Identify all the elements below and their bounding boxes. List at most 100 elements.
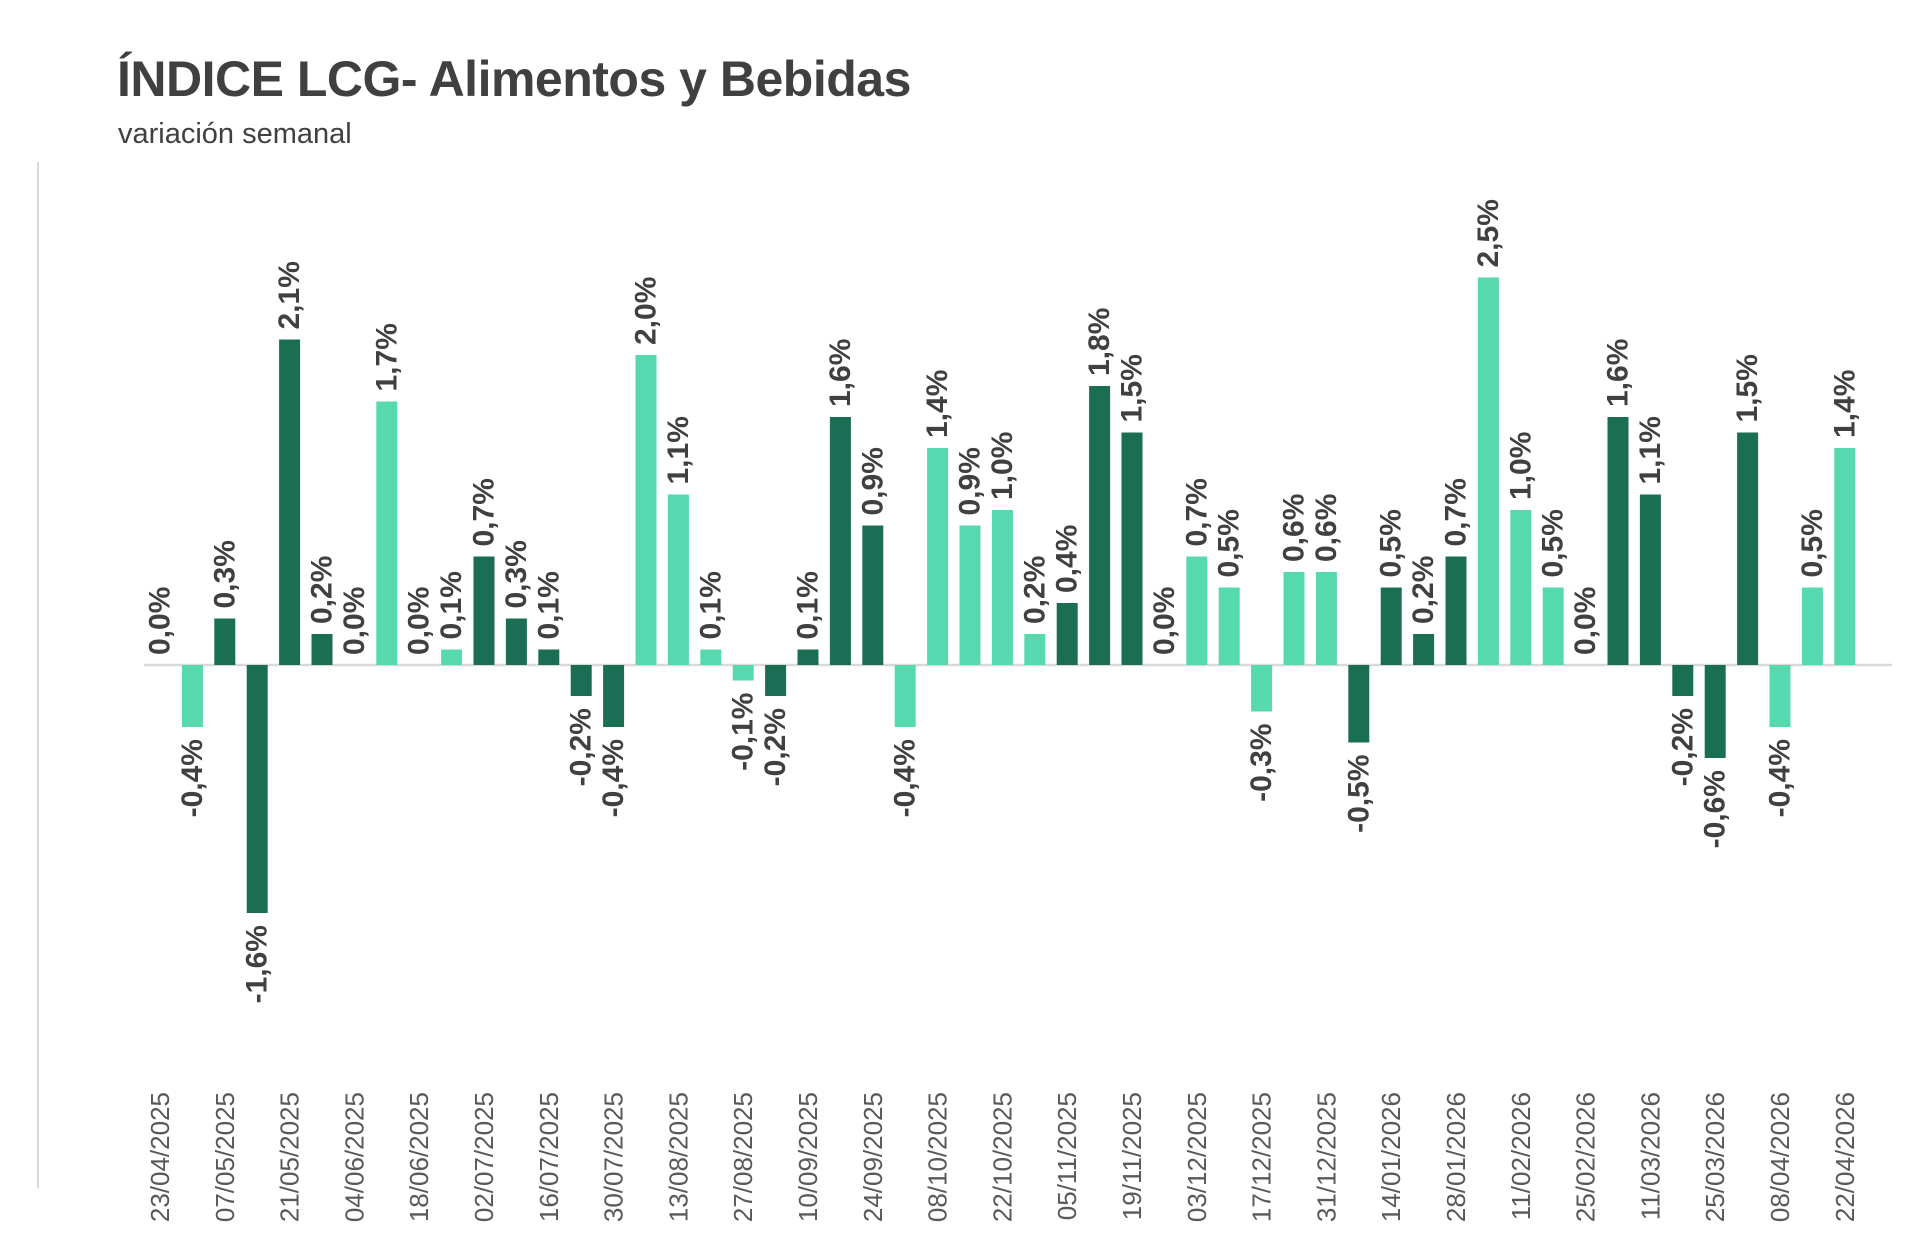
x-tick-label: 17/12/2025 [1247,1092,1277,1222]
x-tick-label: 24/09/2025 [858,1092,888,1222]
data-label: -0,2% [565,708,598,786]
bar [1672,665,1694,696]
x-tick-label: 14/01/2026 [1376,1092,1406,1222]
bar [603,665,625,727]
x-tick-label: 04/06/2025 [339,1092,369,1222]
data-label: -0,5% [1342,755,1375,833]
data-label: 0,0% [338,587,371,655]
x-tick-label: 10/09/2025 [793,1092,823,1222]
data-label: 0,4% [1051,525,1084,593]
x-tick-label: 31/12/2025 [1311,1092,1341,1222]
data-label: 2,5% [1472,199,1505,267]
bar [538,649,560,665]
data-label: 2,0% [630,277,663,345]
data-label: 0,1% [694,571,727,639]
x-tick-label: 11/03/2026 [1635,1092,1665,1220]
bar [1121,432,1143,665]
bar [505,618,527,665]
bar [1283,572,1305,665]
data-label: -0,4% [597,739,630,817]
bar [797,649,819,665]
data-label: 1,1% [1634,416,1667,484]
data-label: 1,0% [1504,432,1537,500]
x-tick-label: 28/01/2026 [1441,1092,1471,1222]
x-tick-label: 13/08/2025 [663,1092,693,1222]
bar [1769,665,1791,727]
bar [1413,634,1435,665]
bar [1607,417,1629,665]
bar [667,494,689,665]
bar [1218,587,1240,665]
bar [473,556,495,665]
x-tick-label: 30/07/2025 [599,1092,629,1222]
data-label: -1,6% [241,925,274,1003]
data-label: 1,4% [921,370,954,438]
bar [311,634,333,665]
data-label: 0,1% [532,571,565,639]
x-tick-label: 19/11/2025 [1117,1092,1147,1220]
chart-subtitle: variación semanal [118,118,352,150]
data-label: 1,1% [662,416,695,484]
data-label: 0,9% [856,447,889,515]
data-label: 1,5% [1731,354,1764,422]
data-label: 0,0% [403,587,436,655]
bar [1056,603,1078,665]
data-label: 0,5% [1375,509,1408,577]
bar [862,525,884,665]
data-label: 0,7% [468,478,501,546]
data-label: 0,5% [1213,509,1246,577]
data-label: 0,0% [1148,587,1181,655]
bar [1834,448,1856,665]
bar [1089,386,1111,665]
bar [279,339,301,665]
bar [246,665,268,913]
x-tick-label: 27/08/2025 [728,1092,758,1222]
bar [181,665,203,727]
bar [441,649,463,665]
bar [991,510,1013,665]
bar [732,665,754,681]
data-label: 1,8% [1083,308,1116,376]
data-label: 0,1% [792,571,825,639]
bar [1024,634,1046,665]
data-label: 0,3% [208,540,241,608]
bar [765,665,787,696]
x-tick-label: 18/06/2025 [404,1092,434,1222]
data-label: 0,2% [1407,556,1440,624]
x-tick-label: 08/04/2026 [1765,1092,1795,1222]
bar [1801,587,1823,665]
data-label: -0,4% [176,739,209,817]
bar [959,525,981,665]
bar [376,401,398,665]
x-tick-label: 21/05/2025 [275,1092,305,1222]
bar [1542,587,1564,665]
data-label: -0,4% [1764,739,1797,817]
data-label: 0,5% [1537,509,1570,577]
data-label: 0,1% [435,571,468,639]
x-tick-label: 22/10/2025 [987,1092,1017,1222]
bar [927,448,949,665]
bar [214,618,236,665]
data-label: 0,6% [1310,494,1343,562]
bar [1737,432,1759,665]
data-label: 0,0% [144,587,177,655]
x-tick-label: 25/02/2026 [1571,1092,1601,1222]
x-tick-label: 16/07/2025 [534,1092,564,1222]
data-label: 1,5% [1116,354,1149,422]
data-label: -0,6% [1699,770,1732,848]
bar [829,417,851,665]
data-label: 0,2% [306,556,339,624]
data-label: 0,0% [1569,587,1602,655]
data-label: 0,2% [1018,556,1051,624]
data-label: 0,7% [1440,478,1473,546]
bar [1639,494,1661,665]
bar [1477,277,1499,665]
data-label: 0,9% [954,447,987,515]
x-tick-label: 02/07/2025 [469,1092,499,1222]
data-label: -0,2% [1666,708,1699,786]
data-label: 1,0% [986,432,1019,500]
bar [1380,587,1402,665]
x-tick-label: 25/03/2026 [1700,1092,1730,1222]
x-tick-label: 05/11/2025 [1052,1092,1082,1220]
